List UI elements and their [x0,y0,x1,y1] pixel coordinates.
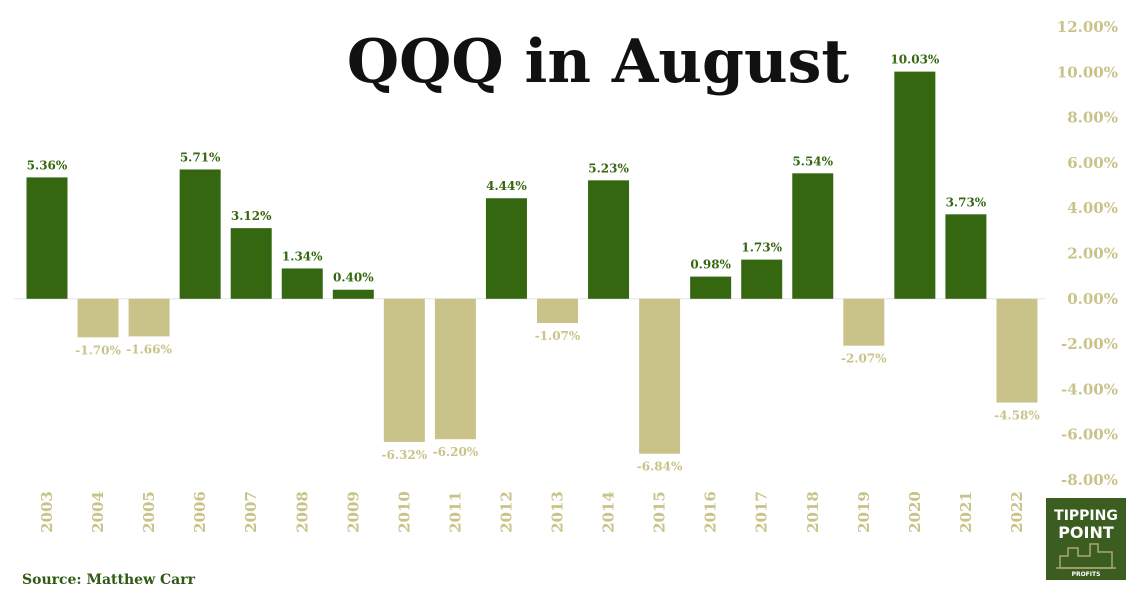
bar-label-2014: 5.23% [588,161,629,175]
x-tick-2015: 2015 [651,491,669,533]
bar-label-2018: 5.54% [792,154,833,168]
logo-line-3: PROFITS [1072,571,1101,578]
bar-label-2007: 3.12% [231,209,272,223]
y-tick-label: 10.00% [1057,63,1118,81]
x-tick-2005: 2005 [140,491,158,533]
x-tick-2011: 2011 [446,491,464,533]
bar-2022 [996,298,1038,403]
x-tick-2010: 2010 [395,491,413,533]
x-tick-2006: 2006 [191,491,209,533]
bar-2008 [281,268,323,299]
x-tick-2022: 2022 [1008,491,1026,533]
bar-2011 [434,298,476,440]
bar-2021 [945,214,987,299]
logo-line-2: POINT [1058,523,1114,542]
bar-2016 [690,276,732,299]
bar-2017 [741,259,783,299]
y-tick-label: 6.00% [1067,154,1118,172]
x-tick-2012: 2012 [497,491,515,533]
y-tick-label: -6.00% [1061,426,1118,444]
x-tick-2003: 2003 [38,491,56,533]
bar-label-2019: -2.07% [841,352,887,366]
bar-2007 [230,228,272,299]
x-tick-2020: 2020 [906,491,924,533]
bar-2012 [485,198,527,299]
x-tick-2021: 2021 [957,491,975,533]
y-tick-label: 12.00% [1057,18,1118,36]
bar-label-2009: 0.40% [333,271,374,285]
x-axis: 2003 2004 2005 2006 2007 2008 2009 2010 2011 2012… [38,491,1026,533]
bar-label-2015: -6.84% [637,460,683,474]
source-note: Source: Matthew Carr [22,572,196,588]
x-tick-2007: 2007 [242,491,260,533]
tipping-point-logo: TIPPING POINT PROFITS [1046,498,1126,580]
bar-label-2021: 3.73% [946,195,987,209]
bar-label-2004: -1.70% [75,343,121,357]
bar-labels-group: 5.36% -1.70% -1.66% 5.71% 3.12% 1.34% 0.40% -6.… [27,53,1041,474]
y-tick-label: -4.00% [1061,380,1118,398]
bars-group [26,71,1038,454]
bar-label-2008: 1.34% [282,249,323,263]
x-tick-2013: 2013 [549,491,567,533]
logo-skyline-icon [1056,543,1116,569]
bar-2020 [894,71,936,299]
bar-label-2020: 10.03% [890,53,940,67]
bar-label-2017: 1.73% [741,241,782,255]
bar-label-2005: -1.66% [126,342,172,356]
x-tick-2019: 2019 [855,491,873,533]
bar-2010 [383,298,425,442]
bar-2014 [588,180,630,299]
bar-2004 [77,298,119,338]
y-tick-label: 0.00% [1067,290,1118,308]
bar-label-2022: -4.58% [994,409,1040,423]
y-tick-label: 4.00% [1067,199,1118,217]
bar-label-2010: -6.32% [382,448,428,462]
bar-label-2016: 0.98% [690,258,731,272]
bar-label-2003: 5.36% [27,158,68,172]
bar-label-2006: 5.71% [180,150,221,164]
x-tick-2018: 2018 [804,491,822,533]
x-tick-2014: 2014 [600,491,618,533]
y-axis: 12.00% 10.00% 8.00% 6.00% 4.00% 2.00% 0.00% -2.… [1057,18,1118,489]
x-tick-2008: 2008 [293,491,311,533]
bar-label-2011: -6.20% [433,445,479,459]
bar-2009 [332,289,374,299]
y-tick-label: 8.00% [1067,109,1118,127]
bar-label-2013: -1.07% [535,329,581,343]
bar-2006 [179,169,221,299]
x-tick-2017: 2017 [753,491,771,533]
bar-label-2012: 4.44% [486,179,527,193]
logo-line-1: TIPPING [1054,508,1118,524]
chart-title: QQQ in August [347,27,850,97]
y-tick-label: 2.00% [1067,245,1118,263]
bar-2005 [128,298,170,337]
bar-2003 [26,177,68,299]
x-tick-2016: 2016 [702,491,720,533]
y-tick-label: -8.00% [1061,471,1118,489]
bar-2018 [792,173,834,299]
bar-2019 [843,298,885,346]
bar-2013 [537,298,578,324]
bar-2015 [639,298,681,454]
x-tick-2009: 2009 [344,491,362,533]
y-tick-label: -2.00% [1061,335,1118,353]
x-tick-2004: 2004 [89,491,107,533]
